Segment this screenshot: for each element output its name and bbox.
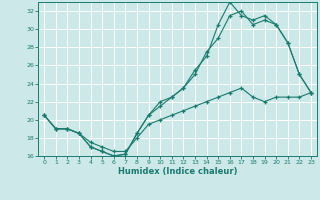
X-axis label: Humidex (Indice chaleur): Humidex (Indice chaleur) bbox=[118, 167, 237, 176]
